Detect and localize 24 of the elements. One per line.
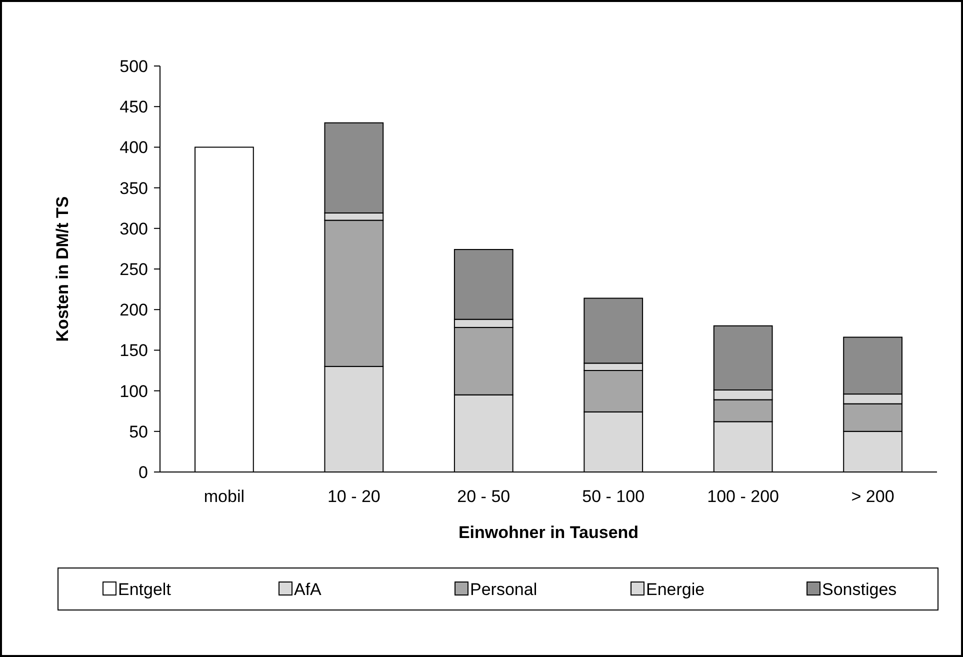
legend-label: Energie xyxy=(646,580,705,599)
y-tick-label: 200 xyxy=(120,300,148,320)
y-tick-label: 450 xyxy=(120,98,148,117)
x-axis-title: Einwohner in Tausend xyxy=(458,523,639,542)
y-tick-label: 50 xyxy=(129,422,148,442)
y-axis-title: Kosten in DM/t TS xyxy=(53,196,72,342)
y-tick-label: 0 xyxy=(138,462,148,482)
y-tick-label: 400 xyxy=(120,138,148,158)
legend-label: Sonstiges xyxy=(822,580,897,599)
y-tick-label: 500 xyxy=(120,56,148,76)
x-tick-label: 10 - 20 xyxy=(327,487,380,506)
x-tick-label: 50 - 100 xyxy=(582,487,645,506)
legend-label: AfA xyxy=(294,580,322,599)
x-tick-label: mobil xyxy=(204,487,245,506)
x-tick-label: 20 - 50 xyxy=(457,487,510,506)
x-tick-label: > 200 xyxy=(851,487,894,506)
y-tick-label: 100 xyxy=(120,382,148,401)
legend-label: Entgelt xyxy=(118,580,172,599)
y-tick-label: 350 xyxy=(120,178,148,198)
x-tick-label: 100 - 200 xyxy=(707,487,779,506)
y-tick-label: 150 xyxy=(120,341,148,360)
y-tick-label: 250 xyxy=(120,260,148,279)
y-tick-label: 300 xyxy=(120,219,148,238)
legend-label: Personal xyxy=(470,580,538,599)
